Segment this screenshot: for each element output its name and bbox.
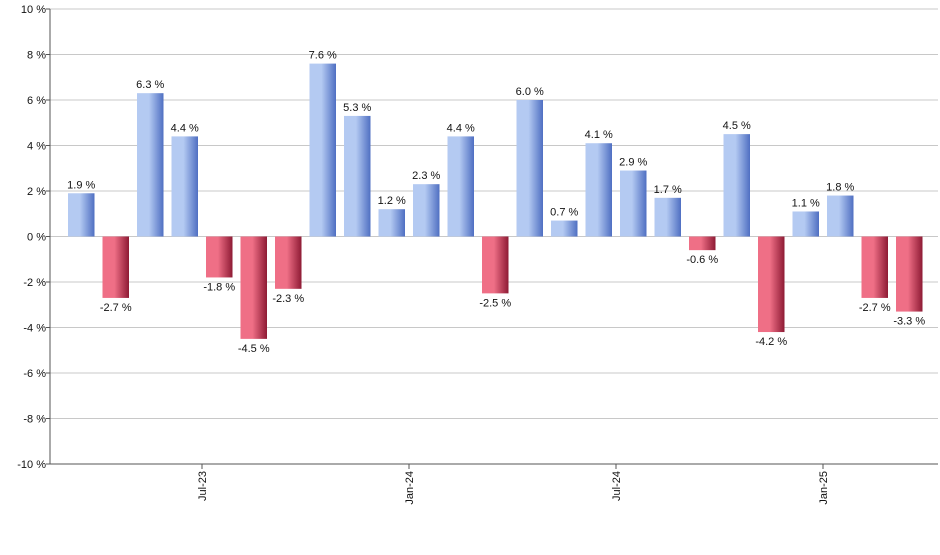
bar-data-label: 1.7 % [654, 184, 682, 196]
bar [689, 236, 716, 251]
bar [309, 63, 336, 237]
bar [413, 184, 440, 237]
y-tick-label: 4 % [27, 141, 46, 153]
bar [516, 100, 543, 237]
bar-data-label: 1.8 % [826, 182, 854, 194]
y-tick-label: 10 % [21, 4, 46, 16]
x-tick-label: Jul-24 [611, 471, 623, 501]
bar-data-label: 7.6 % [309, 50, 337, 62]
bar [344, 115, 371, 237]
bar-data-label: 4.4 % [171, 122, 199, 134]
bar [240, 236, 267, 339]
x-tick-label: Jan-25 [818, 471, 830, 505]
bar-data-label: 6.3 % [136, 79, 164, 91]
bar [68, 193, 95, 237]
bar-data-label: -1.8 % [203, 281, 235, 293]
bar-data-label: 4.4 % [447, 122, 475, 134]
y-tick-label: 6 % [27, 95, 46, 107]
bar [551, 220, 578, 237]
x-axis-tick-labels: Jul-23 Jan-24 Jul-24 Jan-25 [197, 464, 830, 505]
bar [758, 236, 785, 333]
bar [585, 143, 612, 237]
bar-data-label: -2.7 % [859, 302, 891, 314]
bar [206, 236, 233, 278]
bar [378, 209, 405, 237]
y-tick-label: -6 % [23, 368, 46, 380]
y-tick-label: 8 % [27, 50, 46, 62]
x-tick-label: Jul-23 [197, 471, 209, 501]
bar-data-label: 5.3 % [343, 102, 371, 114]
bar [275, 236, 302, 289]
bar-data-label: -0.6 % [686, 254, 718, 266]
bar-data-label: -4.5 % [238, 343, 270, 355]
bar [792, 211, 819, 237]
y-axis-tick-labels: 10 % 8 % 6 % 4 % 2 % 0 % -2 % -4 % -6 % -8 % -10 % [17, 4, 46, 471]
x-tick-label: Jan-24 [404, 471, 416, 505]
bar-data-label: -4.2 % [755, 336, 787, 348]
bar [620, 170, 647, 237]
bar [447, 136, 474, 237]
bar-data-label: -2.7 % [100, 302, 132, 314]
bar-data-label: 2.3 % [412, 170, 440, 182]
bar-data-label: 6.0 % [516, 86, 544, 98]
bar [482, 236, 509, 294]
y-tick-label: -4 % [23, 323, 46, 335]
y-tick-label: -8 % [23, 414, 46, 426]
axes [49, 9, 938, 465]
bar-data-label: 2.9 % [619, 157, 647, 169]
bar [137, 93, 164, 237]
bar [654, 197, 681, 237]
bar-data-label: 1.1 % [792, 197, 820, 209]
bar-data-label: 4.5 % [723, 120, 751, 132]
y-tick-label: 2 % [27, 186, 46, 198]
bar-data-label: 1.2 % [378, 195, 406, 207]
bar [896, 236, 923, 312]
bar [827, 195, 854, 237]
bars [68, 63, 923, 339]
bar-data-label: -2.3 % [272, 293, 304, 305]
bar-data-label: -2.5 % [479, 297, 511, 309]
bar [102, 236, 129, 298]
bar [723, 134, 750, 237]
bar [861, 236, 888, 298]
y-tick-label: -2 % [23, 277, 46, 289]
bar-data-labels: 1.9 % -2.7 % 6.3 % 4.4 % -1.8 % -4.5 % -2.3 % 7… [67, 50, 925, 355]
bar-data-label: 1.9 % [67, 179, 95, 191]
bar-data-label: 4.1 % [585, 129, 613, 141]
bar-data-label: -3.3 % [893, 316, 925, 328]
y-tick-label: 0 % [27, 232, 46, 244]
bar-data-label: 0.7 % [550, 207, 578, 219]
y-tick-label: -10 % [17, 459, 46, 471]
bar [171, 136, 198, 237]
